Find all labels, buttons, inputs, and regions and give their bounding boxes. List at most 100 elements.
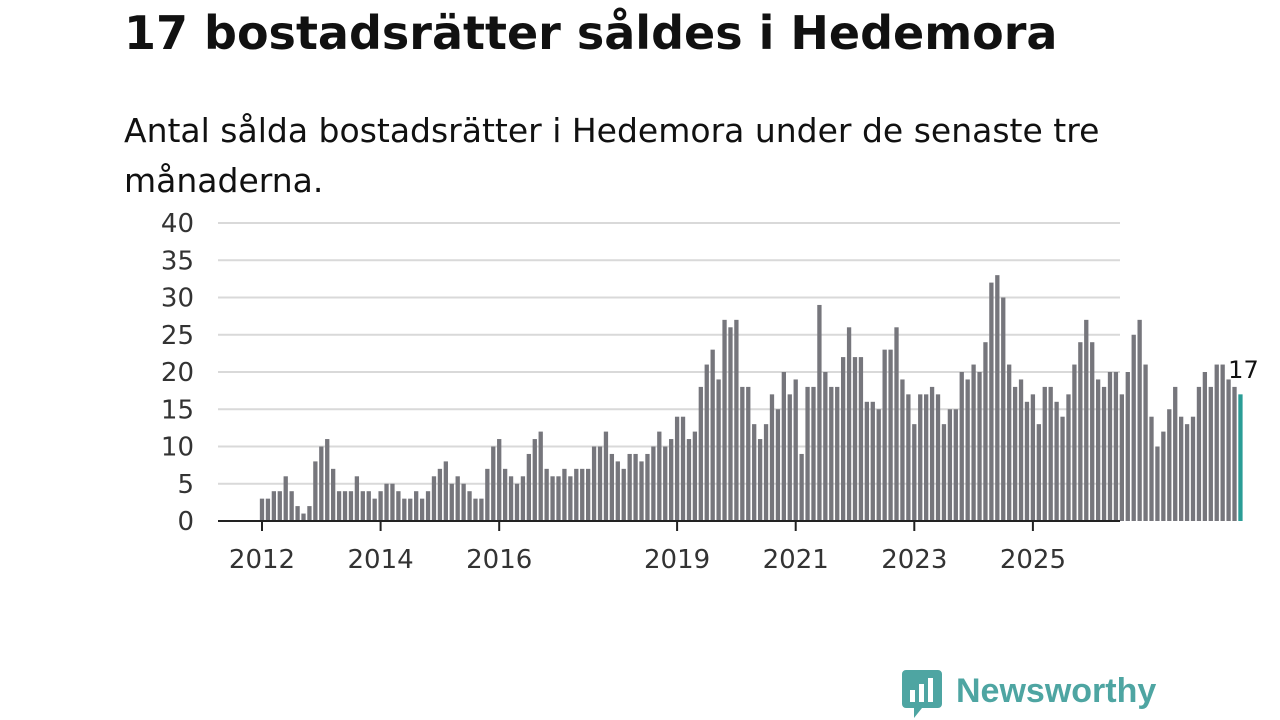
- y-tick-label: 25: [161, 321, 194, 351]
- bar: [1137, 319, 1142, 521]
- y-tick-label: 30: [161, 284, 194, 314]
- bar: [858, 357, 864, 521]
- bar: [544, 468, 549, 521]
- bar: [1113, 372, 1119, 521]
- bar: [935, 394, 941, 521]
- bar: [686, 439, 692, 521]
- bar: [805, 386, 810, 521]
- bar: [354, 476, 360, 521]
- x-tick-label: 2014: [348, 545, 414, 575]
- bar: [550, 476, 555, 521]
- bar: [1232, 386, 1237, 521]
- bar: [716, 379, 721, 521]
- bar: [1001, 297, 1006, 521]
- bar: [728, 327, 733, 521]
- bar: [704, 364, 709, 521]
- bar: [840, 357, 846, 521]
- bar: [390, 483, 395, 521]
- bar: [864, 401, 870, 521]
- bar: [1161, 431, 1166, 521]
- bar: [1149, 416, 1154, 521]
- bar: [289, 491, 294, 521]
- bar: [485, 468, 490, 521]
- bar: [633, 453, 638, 521]
- bar: [1208, 386, 1213, 521]
- bar: [455, 476, 460, 521]
- bar: [846, 327, 852, 521]
- bar: [419, 498, 425, 521]
- bar: [342, 491, 348, 521]
- bar: [817, 304, 822, 521]
- bar: [532, 439, 537, 521]
- bar: [698, 386, 703, 521]
- bar: [1131, 334, 1136, 521]
- chart-title: 17 bostadsrätter såldes i Hedemora: [124, 6, 1058, 60]
- y-tick-label: 0: [177, 507, 194, 537]
- bar: [1042, 386, 1047, 521]
- bar: [497, 439, 502, 521]
- bar: [763, 424, 769, 521]
- bar-series: [259, 275, 1243, 521]
- bar: [823, 372, 828, 521]
- bar: [1060, 416, 1065, 521]
- bar: [781, 372, 786, 521]
- bar: [906, 394, 911, 521]
- bar: [669, 439, 674, 521]
- bar: [674, 416, 680, 521]
- bar: [301, 513, 306, 521]
- bar: [443, 461, 448, 521]
- bar: [983, 342, 988, 521]
- bar: [277, 491, 282, 521]
- bar: [1119, 394, 1124, 521]
- bar: [307, 506, 312, 521]
- bar: [366, 491, 371, 521]
- bar: [651, 446, 656, 521]
- bar: [325, 439, 330, 521]
- y-tick-label: 15: [161, 395, 194, 425]
- bar: [1024, 401, 1030, 521]
- x-tick-label: 2019: [644, 545, 710, 575]
- bar: [894, 327, 899, 521]
- bar: [882, 349, 887, 521]
- bar: [479, 498, 484, 521]
- bar: [645, 453, 650, 521]
- bar: [734, 319, 739, 521]
- chart-subtitle: Antal sålda bostadsrätter i Hedemora und…: [124, 111, 1100, 200]
- bar: [1066, 394, 1071, 521]
- bar: [615, 461, 620, 521]
- bar: [1202, 372, 1208, 521]
- newsworthy-logo: Newsworthy: [902, 670, 1156, 720]
- bar: [929, 386, 935, 521]
- bar: [971, 364, 976, 521]
- bar: [1220, 364, 1225, 521]
- bar: [793, 379, 798, 521]
- y-tick-label: 40: [161, 209, 194, 239]
- bar: [852, 357, 858, 521]
- bar: [574, 468, 579, 521]
- bar: [1101, 386, 1107, 521]
- bar: [414, 491, 419, 521]
- bar: [1167, 409, 1172, 521]
- bar: [562, 468, 567, 521]
- bar: [627, 453, 632, 521]
- bar: [609, 453, 615, 521]
- bar: [953, 409, 958, 521]
- bar: [437, 468, 443, 521]
- bar: [568, 476, 573, 521]
- bar: [941, 424, 947, 521]
- bar: [769, 394, 775, 521]
- bar: [449, 483, 454, 521]
- bar: [372, 498, 377, 521]
- x-axis: 2012 2014 2016 2019 2021 2023 2025: [218, 520, 1120, 575]
- bar: [514, 483, 520, 521]
- bar: [1048, 386, 1053, 521]
- bar: [1072, 364, 1077, 521]
- bar: [918, 394, 923, 521]
- bar: [870, 401, 875, 521]
- bar-highlight: [1238, 394, 1243, 521]
- bar: [425, 491, 431, 521]
- bar: [692, 431, 698, 521]
- bar: [811, 386, 816, 521]
- bar: [657, 431, 662, 521]
